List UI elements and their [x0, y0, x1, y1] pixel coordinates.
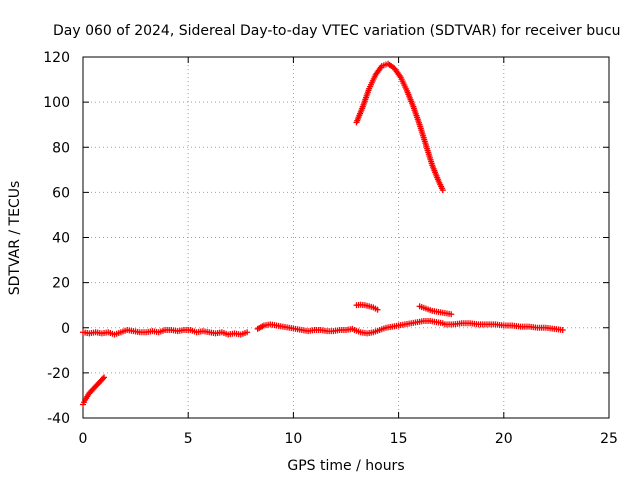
y-tick-label: -40: [47, 411, 70, 427]
y-tick-label: -20: [47, 366, 70, 382]
data-point: [559, 327, 566, 334]
x-tick-label: 20: [495, 431, 513, 447]
y-axis-label: SDTVAR / TECUs: [7, 181, 23, 296]
data-point: [101, 374, 108, 381]
x-tick-label: 25: [600, 431, 618, 447]
data-points: [80, 60, 566, 408]
y-tick-label: 40: [52, 231, 70, 247]
x-tick-label: 15: [390, 431, 408, 447]
y-tick-label: 60: [52, 185, 70, 201]
grid-lines: [83, 57, 609, 418]
plot-frame: [82, 56, 610, 419]
y-tick-label: 0: [61, 321, 70, 337]
x-axis-label: GPS time / hours: [287, 458, 404, 474]
y-tick-label: 120: [43, 50, 70, 66]
axis-ticks: 0 5 10 15 20 25 -40 -20 0 20 40 60 80 100 120: [43, 50, 618, 447]
data-point: [448, 311, 455, 318]
y-tick-label: 100: [43, 95, 70, 111]
chart-title: Day 060 of 2024, Sidereal Day-to-day VTE…: [53, 23, 621, 39]
y-tick-label: 80: [52, 140, 70, 156]
data-point: [439, 187, 446, 194]
data-point: [374, 306, 381, 313]
x-tick-label: 5: [184, 431, 193, 447]
x-tick-label: 10: [284, 431, 302, 447]
data-point: [244, 329, 251, 336]
data-point: [99, 375, 106, 382]
x-tick-label: 0: [79, 431, 88, 447]
y-tick-label: 20: [52, 276, 70, 292]
